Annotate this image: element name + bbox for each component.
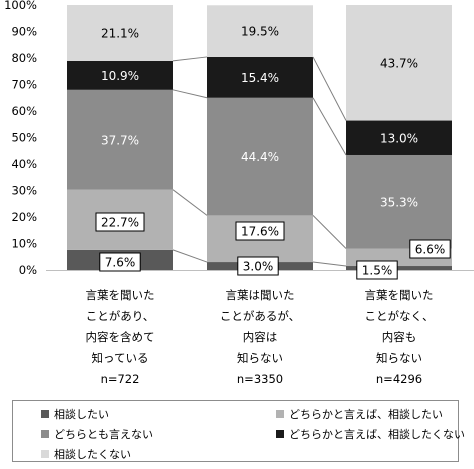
category-label: 内容を含めて <box>86 330 155 344</box>
chart-legend: 相談したい どちらかと言えば、相談したい どちらとも言えない どちらかと言えば、… <box>12 400 465 462</box>
category-label: 言葉を聞いた <box>86 288 155 302</box>
category-label: 知っている <box>92 351 149 365</box>
y-tick-label: 0% <box>19 263 37 277</box>
series-line <box>172 189 208 216</box>
y-tick-label: 50% <box>11 131 37 145</box>
data-label-box <box>356 260 398 280</box>
series-line <box>172 56 208 62</box>
data-label: 37.7% <box>101 133 139 147</box>
series-line <box>312 56 347 121</box>
legend-item-not-consult: 相談したくない <box>41 446 131 462</box>
legend-item-neutral: どちらとも言えない <box>41 426 153 442</box>
category-label: n=4296 <box>376 372 422 386</box>
data-label: 6.6% <box>415 243 446 257</box>
category-label: 知らない <box>376 351 422 365</box>
category-label: 内容は <box>243 330 278 344</box>
category-label: 言葉を聞いた <box>365 288 434 302</box>
legend-item-rather-not: どちらかと言えば、相談したくない <box>276 426 465 442</box>
bar-segment <box>67 60 173 90</box>
bar-segment <box>346 154 452 249</box>
legend-label: どちらかと言えば、相談したくない <box>289 428 465 441</box>
bar-segment <box>346 266 452 270</box>
data-label: 22.7% <box>101 216 139 230</box>
bar-segment <box>67 5 173 61</box>
legend-swatch <box>276 410 284 418</box>
legend-label: 相談したくない <box>54 448 131 461</box>
category-label: 内容も <box>382 330 417 344</box>
series-line <box>172 249 208 263</box>
legend-swatch <box>41 410 49 418</box>
legend-label: どちらかと言えば、相談したい <box>289 408 443 421</box>
category-label: n=722 <box>101 372 140 386</box>
data-label: 19.5% <box>241 25 279 39</box>
category-label: ことがあるが、 <box>220 309 300 323</box>
legend-swatch <box>276 430 284 438</box>
category-label: ことがなく、 <box>365 309 434 323</box>
data-label: 15.4% <box>241 71 279 85</box>
data-label-box <box>235 221 285 241</box>
stacked-bar-chart: 0% 10% 20% 30% 40% 50% 60% 70% 80% 90% 100% 7.6% 22.… <box>4 0 474 386</box>
data-label: 21.1% <box>101 26 139 40</box>
y-tick-label: 80% <box>11 51 37 65</box>
category-label: 言葉は聞いた <box>226 288 295 302</box>
data-label: 44.4% <box>241 150 279 164</box>
data-label-box <box>95 212 145 232</box>
legend-label: どちらとも言えない <box>54 428 153 441</box>
bar-segment <box>346 120 452 155</box>
series-line <box>312 261 347 267</box>
data-label-box <box>409 239 451 259</box>
data-label-box <box>237 256 279 276</box>
legend-swatch <box>41 430 49 438</box>
y-tick-label: 100% <box>4 0 37 12</box>
category-label: ことがあり、 <box>86 309 155 323</box>
legend-label: 相談したい <box>54 408 109 421</box>
data-label: 17.6% <box>241 225 279 239</box>
category-label: n=3350 <box>237 372 283 386</box>
bar-segment <box>207 5 313 57</box>
legend-swatch <box>41 450 49 458</box>
series-line <box>172 89 208 99</box>
data-label: 1.5% <box>362 264 393 278</box>
data-label-box <box>99 252 141 272</box>
bar-segment <box>207 56 313 98</box>
data-label: 7.6% <box>105 256 136 270</box>
y-tick-label: 10% <box>11 237 37 251</box>
series-line <box>312 97 347 156</box>
data-label: 43.7% <box>380 56 418 70</box>
legend-item-want-consult: 相談したい <box>41 406 109 422</box>
category-label: 知らない <box>237 351 283 365</box>
bar-segment <box>67 89 173 190</box>
bar-segment <box>346 5 452 121</box>
data-label: 35.3% <box>380 195 418 209</box>
y-tick-label: 70% <box>11 78 37 92</box>
series-line <box>312 215 347 249</box>
y-tick-label: 90% <box>11 25 37 39</box>
data-label: 3.0% <box>243 260 274 274</box>
legend-item-rather-want: どちらかと言えば、相談したい <box>276 406 443 422</box>
data-label: 10.9% <box>101 69 139 83</box>
y-tick-label: 60% <box>11 104 37 118</box>
data-label: 13.0% <box>380 131 418 145</box>
bar-segment <box>207 97 313 216</box>
y-tick-label: 20% <box>11 210 37 224</box>
y-tick-label: 30% <box>11 184 37 198</box>
y-tick-label: 40% <box>11 157 37 171</box>
